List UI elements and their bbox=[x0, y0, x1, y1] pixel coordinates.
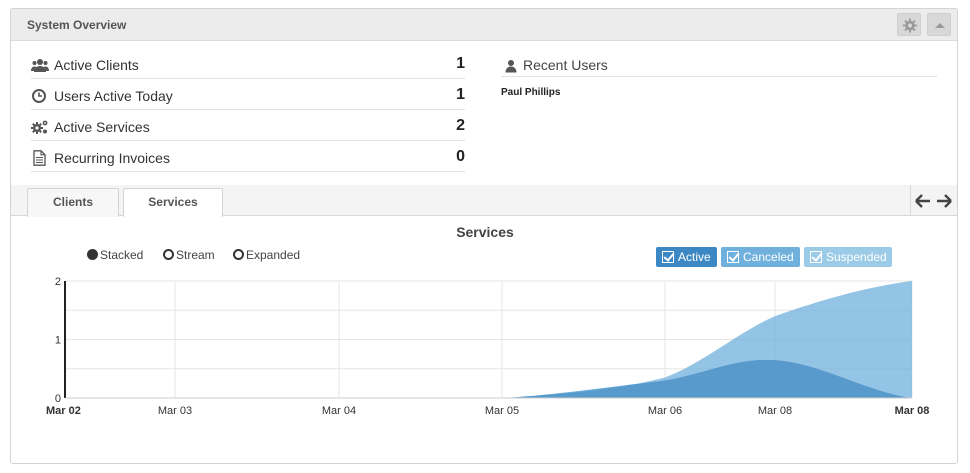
mode-expanded[interactable]: Expanded bbox=[233, 248, 300, 262]
legend-label: Suspended bbox=[826, 250, 887, 264]
x-tick-label: Mar 08 bbox=[895, 405, 930, 417]
stat-row-active-services[interactable]: Active Services 2 bbox=[31, 111, 465, 141]
y-tick-label: 1 bbox=[55, 335, 61, 347]
stat-row-users-active-today[interactable]: Users Active Today 1 bbox=[31, 80, 465, 110]
x-tick-label: Mar 08 bbox=[758, 405, 792, 417]
stat-value: 1 bbox=[456, 55, 465, 72]
clock-icon bbox=[32, 89, 46, 103]
series-area-canceled bbox=[65, 281, 912, 398]
settings-button[interactable] bbox=[897, 13, 921, 36]
recent-user-link[interactable]: Paul Phillips bbox=[501, 87, 561, 98]
document-icon bbox=[33, 150, 46, 166]
legend-active-toggle[interactable]: Active bbox=[656, 247, 717, 267]
checkbox-checked-icon bbox=[727, 251, 739, 263]
recent-users-title: Recent Users bbox=[523, 57, 608, 73]
arrow-right-icon[interactable] bbox=[936, 194, 952, 208]
mode-label: Stacked bbox=[100, 248, 144, 262]
x-tick-label: Mar 03 bbox=[158, 405, 192, 417]
radio-icon bbox=[163, 249, 174, 260]
mode-stream[interactable]: Stream bbox=[163, 248, 215, 262]
panel-title: System Overview bbox=[27, 18, 127, 32]
chart-title: Services bbox=[456, 224, 514, 240]
tab-nav bbox=[910, 185, 957, 216]
arrow-left-icon[interactable] bbox=[915, 194, 931, 208]
gear-icon bbox=[902, 18, 918, 33]
legend-canceled-toggle[interactable]: Canceled bbox=[721, 247, 800, 267]
user-icon bbox=[505, 60, 517, 73]
x-tick-label: Mar 04 bbox=[322, 405, 356, 417]
x-tick-label: Mar 06 bbox=[648, 405, 682, 417]
collapse-button[interactable] bbox=[927, 13, 951, 36]
stat-label: Users Active Today bbox=[54, 88, 173, 104]
stat-label: Recurring Invoices bbox=[54, 150, 170, 166]
x-tick-label: Mar 05 bbox=[485, 405, 519, 417]
tab-clients[interactable]: Clients bbox=[27, 188, 119, 217]
y-tick-label: 0 bbox=[55, 393, 61, 405]
legend-suspended-toggle[interactable]: Suspended bbox=[804, 247, 892, 267]
chevron-up-icon bbox=[935, 23, 945, 28]
y-tick-label: 2 bbox=[55, 276, 61, 288]
cogs-icon bbox=[31, 120, 48, 134]
recent-users-header: Recent Users bbox=[501, 55, 937, 77]
checkbox-checked-icon bbox=[810, 251, 822, 263]
system-overview-panel: System Overview Ac bbox=[10, 8, 958, 464]
series-area-active bbox=[65, 359, 912, 398]
stat-value: 0 bbox=[456, 148, 465, 165]
mode-label: Expanded bbox=[246, 248, 301, 262]
stat-value: 1 bbox=[456, 86, 465, 103]
x-tick-label: Mar 02 bbox=[46, 405, 81, 417]
mode-stacked[interactable]: Stacked bbox=[87, 248, 143, 262]
users-icon bbox=[31, 59, 49, 72]
checkbox-checked-icon bbox=[662, 251, 674, 263]
stat-value: 2 bbox=[456, 117, 465, 134]
stat-label: Active Clients bbox=[54, 57, 139, 73]
chart-tabs: Clients Services bbox=[11, 185, 957, 217]
tab-services[interactable]: Services bbox=[123, 188, 223, 217]
panel-header: System Overview bbox=[11, 9, 957, 41]
legend-label: Active bbox=[678, 250, 711, 264]
stat-row-active-clients[interactable]: Active Clients 1 bbox=[31, 49, 465, 79]
radio-icon bbox=[233, 249, 244, 260]
legend-label: Canceled bbox=[743, 250, 794, 264]
radio-selected-icon bbox=[87, 249, 98, 260]
mode-label: Stream bbox=[176, 248, 215, 262]
stat-row-recurring-invoices[interactable]: Recurring Invoices 0 bbox=[31, 142, 465, 172]
stat-label: Active Services bbox=[54, 119, 150, 135]
